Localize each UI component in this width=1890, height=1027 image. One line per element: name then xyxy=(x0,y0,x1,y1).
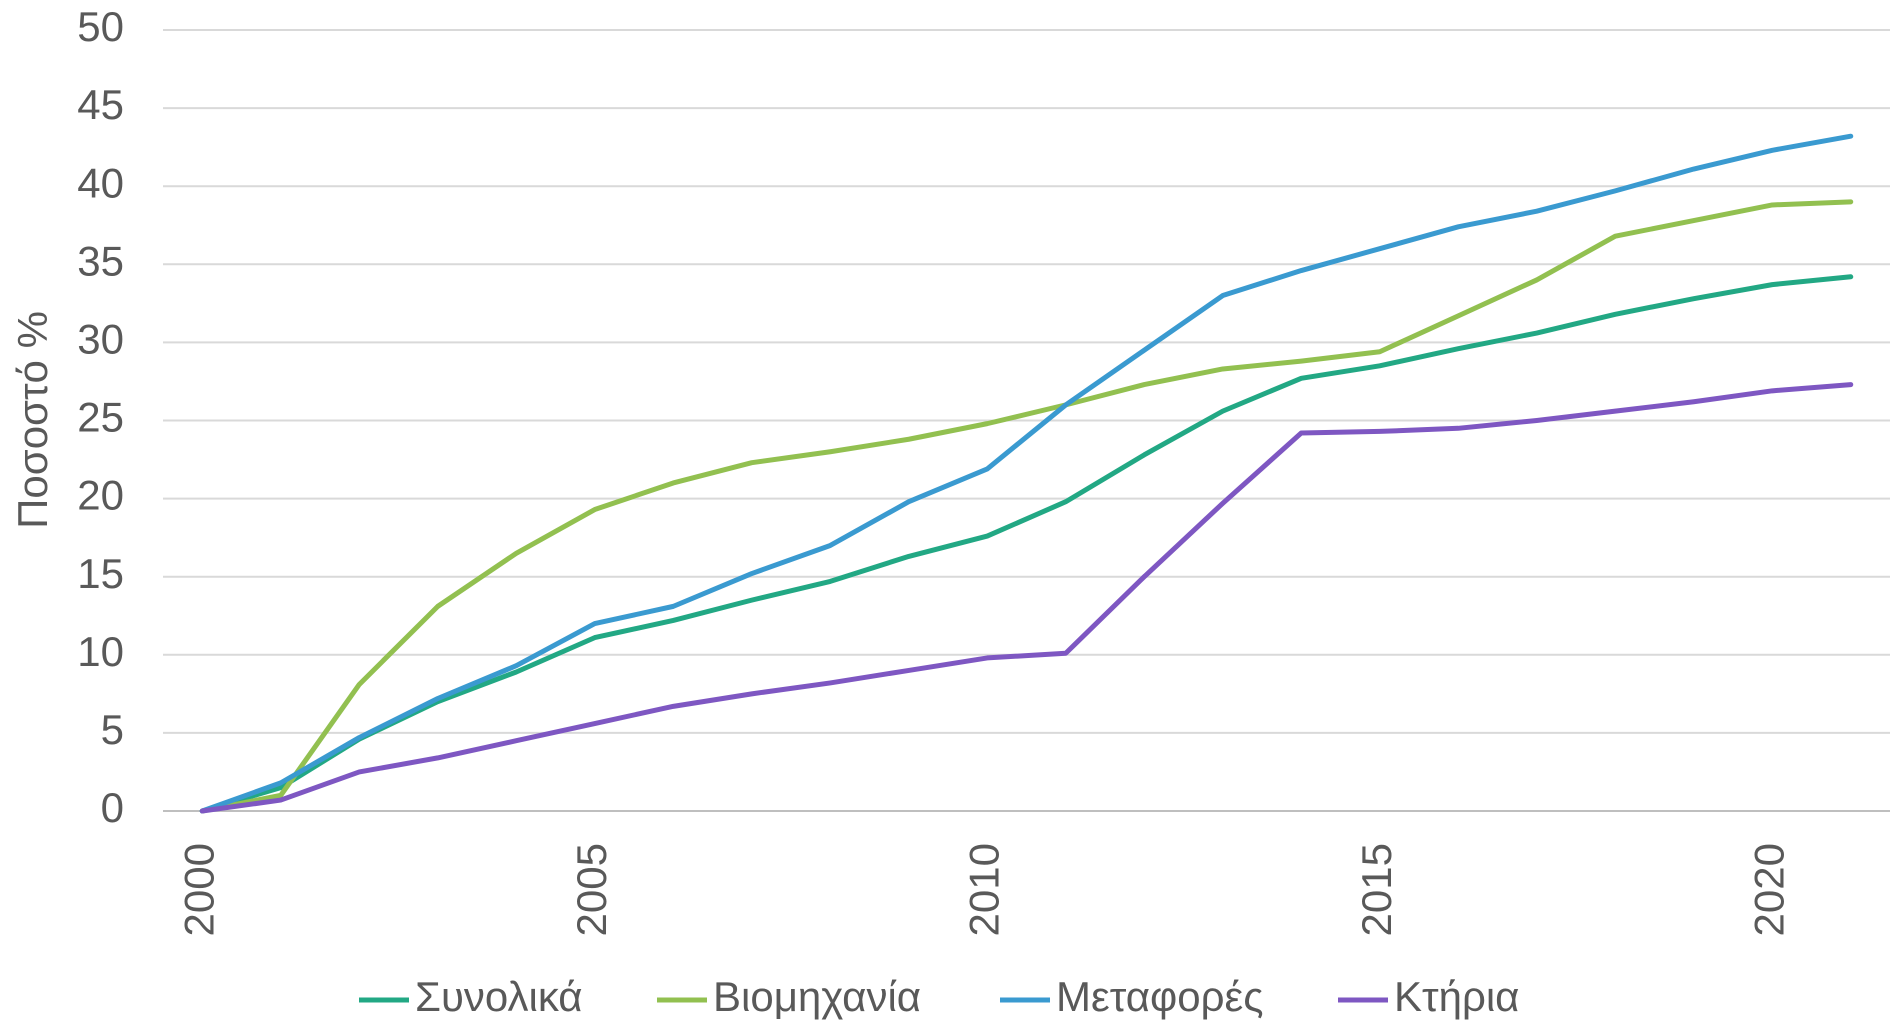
y-tick-label: 40 xyxy=(77,159,124,206)
legend-label: Βιομηχανία xyxy=(713,973,921,1020)
series-line xyxy=(199,133,1854,814)
series-line xyxy=(199,199,1854,814)
x-tick-label: 2010 xyxy=(960,843,1007,936)
legend-label: Μεταφορές xyxy=(1056,973,1263,1020)
y-tick-label: 50 xyxy=(77,3,124,50)
series-line xyxy=(199,382,1854,814)
y-axis-label: Ποσοστό % xyxy=(9,311,56,529)
legend-label: Κτήρια xyxy=(1394,973,1519,1020)
x-tick-label: 2000 xyxy=(175,843,222,936)
y-tick-label: 20 xyxy=(77,472,124,519)
legend-label: Συνολικά xyxy=(415,973,583,1020)
y-tick-label: 35 xyxy=(77,237,124,284)
y-tick-label: 30 xyxy=(77,315,124,362)
x-tick-label: 2020 xyxy=(1745,843,1792,936)
y-tick-label: 15 xyxy=(77,550,124,597)
y-tick-label: 5 xyxy=(101,706,124,753)
y-tick-label: 10 xyxy=(77,628,124,675)
x-tick-label: 2005 xyxy=(568,843,615,936)
y-tick-label: 45 xyxy=(77,81,124,128)
x-tick-label: 2015 xyxy=(1353,843,1400,936)
y-tick-label: 0 xyxy=(101,784,124,831)
y-tick-label: 25 xyxy=(77,394,124,441)
series-line xyxy=(199,274,1854,814)
